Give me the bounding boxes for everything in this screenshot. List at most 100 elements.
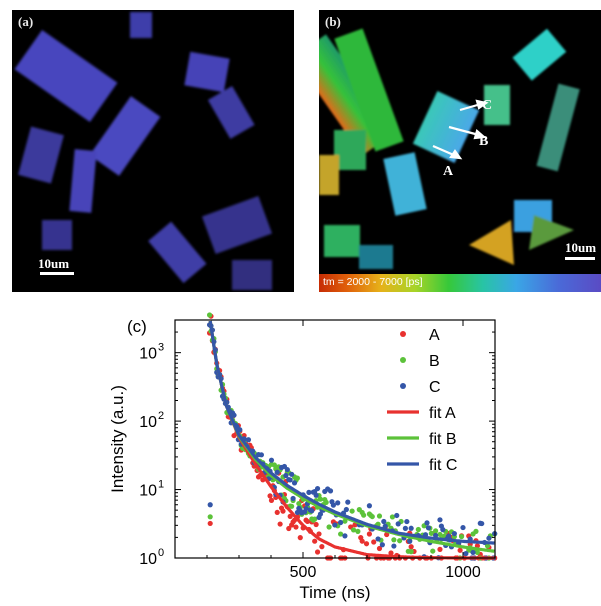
- data-point: [428, 530, 434, 536]
- fit-line-fit-c: [208, 320, 495, 545]
- data-point: [332, 522, 338, 528]
- data-point: [408, 544, 414, 550]
- data-point: [381, 518, 387, 525]
- data-point: [474, 549, 480, 555]
- data-point: [479, 520, 485, 527]
- data-point: [314, 485, 321, 492]
- data-point: [293, 524, 299, 530]
- data-point: [245, 437, 252, 443]
- data-point: [294, 475, 300, 481]
- data-point: [408, 549, 414, 555]
- legend-marker-a: [400, 331, 406, 337]
- data-point: [415, 526, 421, 533]
- data-point: [486, 535, 492, 541]
- x-axis-label: Time (ns): [299, 583, 370, 602]
- lifetime-colorbar: tm = 2000 - 7000 [ps]: [319, 274, 601, 292]
- data-point: [335, 500, 341, 506]
- data-point: [451, 530, 457, 537]
- data-point: [371, 539, 377, 545]
- data-point: [430, 548, 436, 554]
- y-tick-label: 10: [139, 483, 157, 500]
- data-point: [319, 544, 325, 550]
- data-point: [375, 536, 381, 542]
- data-point: [397, 538, 403, 544]
- data-point: [289, 503, 295, 509]
- data-point: [268, 497, 275, 503]
- data-point: [366, 503, 372, 509]
- data-point: [379, 542, 385, 548]
- legend-label: fit C: [429, 457, 457, 474]
- data-point: [304, 518, 311, 525]
- data-point: [376, 513, 383, 519]
- crystal-image-a: [14, 12, 273, 290]
- data-point: [314, 549, 321, 555]
- data-point: [388, 550, 394, 556]
- data-point: [207, 520, 213, 527]
- annotation-a: A: [443, 164, 454, 179]
- data-point: [402, 525, 408, 531]
- data-point: [309, 508, 315, 514]
- data-point: [366, 531, 372, 537]
- y-tick-exponent: 1: [158, 479, 164, 491]
- scale-bar: [565, 257, 595, 260]
- data-point: [345, 499, 351, 505]
- legend-label: fit A: [429, 405, 456, 422]
- data-point: [474, 543, 480, 549]
- data-point: [342, 518, 348, 524]
- data-point: [437, 546, 443, 552]
- data-point: [207, 502, 213, 508]
- data-point: [338, 531, 344, 537]
- scale-bar: [40, 272, 74, 275]
- data-point: [369, 513, 375, 520]
- data-point: [277, 521, 283, 527]
- scale-bar-label: 10um: [565, 240, 597, 255]
- data-point: [207, 514, 213, 520]
- data-point: [268, 457, 275, 463]
- data-point: [342, 533, 348, 539]
- data-point: [291, 480, 298, 486]
- data-point: [389, 514, 396, 520]
- data-point: [280, 508, 286, 514]
- data-point: [470, 549, 476, 556]
- data-point: [361, 512, 367, 518]
- x-tick-label: 500: [290, 564, 317, 581]
- data-point: [384, 531, 390, 538]
- data-point: [433, 532, 439, 539]
- data-point: [317, 511, 324, 517]
- data-point: [376, 545, 383, 552]
- legend-marker-c: [400, 383, 406, 389]
- data-point: [440, 527, 446, 533]
- y-tick-exponent: 2: [158, 410, 164, 422]
- data-point: [289, 471, 295, 477]
- data-point: [460, 524, 466, 531]
- data-point: [323, 499, 329, 505]
- data-point: [350, 527, 357, 533]
- y-tick-exponent: 3: [158, 342, 164, 354]
- data-point: [312, 516, 318, 522]
- data-point: [433, 528, 439, 534]
- panel-c-label: (c): [127, 317, 147, 336]
- data-point: [312, 538, 318, 544]
- lifetime-image-b: (b) A B C 10um tm = 2000 - 7000 [ps]: [319, 10, 601, 292]
- y-axis-label: Intensity (a.u.): [108, 385, 127, 493]
- legend-label: fit B: [429, 431, 457, 448]
- legend-label: B: [429, 353, 440, 370]
- data-point: [274, 469, 280, 475]
- panel-b-label: (b): [325, 14, 341, 29]
- data-point: [484, 543, 491, 549]
- data-point: [284, 466, 290, 473]
- data-point: [457, 547, 463, 553]
- data-point: [425, 525, 432, 531]
- data-point: [437, 517, 443, 523]
- data-point: [363, 541, 370, 547]
- data-point: [408, 525, 414, 531]
- data-point: [306, 489, 312, 495]
- data-point: [404, 518, 410, 525]
- data-point: [297, 535, 303, 541]
- data-point: [391, 543, 397, 549]
- data-point: [326, 524, 332, 530]
- data-point: [473, 528, 479, 534]
- data-point: [395, 521, 401, 527]
- y-tick-label: 10: [139, 414, 157, 431]
